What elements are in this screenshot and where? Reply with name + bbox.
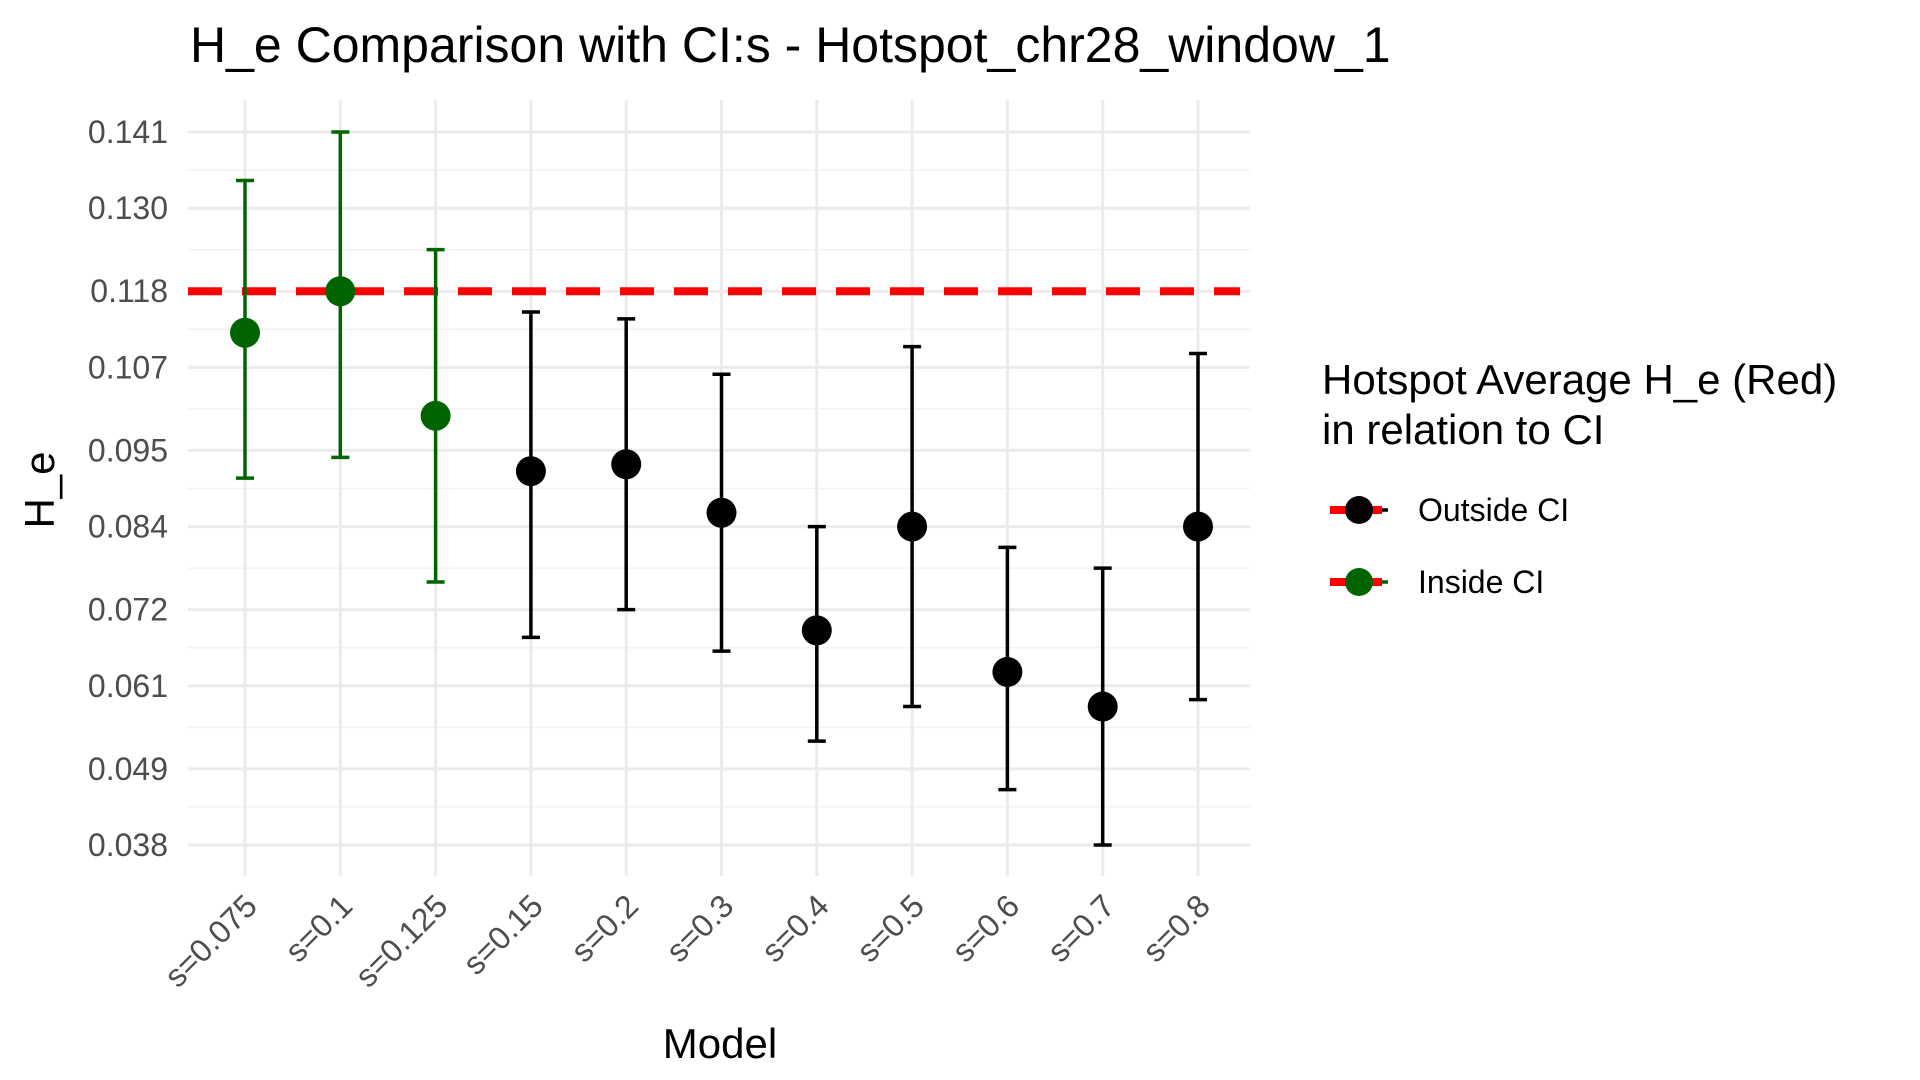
data-point: [515, 456, 546, 487]
y-tick-label: 0.038: [88, 827, 168, 863]
x-tick-label: s=0.1: [278, 887, 359, 968]
y-tick-label: 0.049: [88, 751, 168, 787]
x-tick-label: s=0.15: [456, 887, 550, 981]
x-axis-title: Model: [663, 1020, 777, 1067]
legend-entry: Outside CI: [1330, 492, 1569, 528]
legend-title-line-1: Hotspot Average H_e (Red): [1322, 356, 1837, 403]
x-tick-label: s=0.5: [850, 887, 931, 968]
y-tick-label: 0.061: [88, 668, 168, 704]
y-tick-label: 0.072: [88, 592, 168, 628]
x-tick-label: s=0.3: [659, 887, 740, 968]
x-tick-label: s=0.075: [157, 887, 264, 994]
legend: Hotspot Average H_e (Red) in relation to…: [1322, 356, 1837, 600]
data-points: [230, 276, 1213, 722]
legend-title-line-2: in relation to CI: [1322, 406, 1604, 453]
data-point: [230, 317, 260, 348]
data-point: [706, 497, 737, 528]
data-point: [801, 615, 832, 646]
data-point: [897, 511, 928, 542]
y-tick-label: 0.107: [88, 349, 168, 385]
y-tick-label: 0.084: [88, 509, 168, 545]
y-axis-title: H_e: [16, 451, 63, 528]
x-tick-label: s=0.8: [1136, 887, 1217, 968]
y-tick-label: 0.130: [88, 190, 168, 226]
data-point: [420, 400, 451, 431]
y-tick-labels: 0.038 0.049 0.061 0.072 0.084 0.095 0.107 0.118…: [88, 114, 168, 863]
x-tick-label: s=0.6: [945, 887, 1026, 968]
legend-label: Outside CI: [1418, 492, 1569, 528]
x-tick-label: s=0.4: [754, 887, 835, 968]
x-tick-labels: s=0.075 s=0.1s=0.125 s=0.15 s=0.2 s=0.3 s=0.4…: [157, 887, 1217, 994]
x-tick-label: s=0.7: [1040, 887, 1121, 968]
data-point: [1087, 691, 1118, 722]
legend-key-point: [1345, 496, 1373, 524]
data-point: [611, 449, 642, 480]
y-tick-label: 0.141: [88, 114, 168, 150]
legend-label: Inside CI: [1418, 564, 1544, 600]
legend-entry: Inside CI: [1330, 564, 1544, 600]
y-tick-label: 0.095: [88, 432, 168, 468]
legend-key-point: [1345, 568, 1373, 596]
chart-title: H_e Comparison with CI:s - Hotspot_chr28…: [190, 17, 1391, 73]
grid-minor: [188, 169, 1250, 808]
y-tick-label: 0.118: [90, 273, 168, 309]
data-point: [1183, 511, 1213, 542]
x-tick-label: s=0.125: [348, 887, 455, 994]
data-point: [992, 656, 1023, 687]
data-point: [325, 276, 356, 307]
x-tick-label: s=0.2: [564, 887, 645, 968]
